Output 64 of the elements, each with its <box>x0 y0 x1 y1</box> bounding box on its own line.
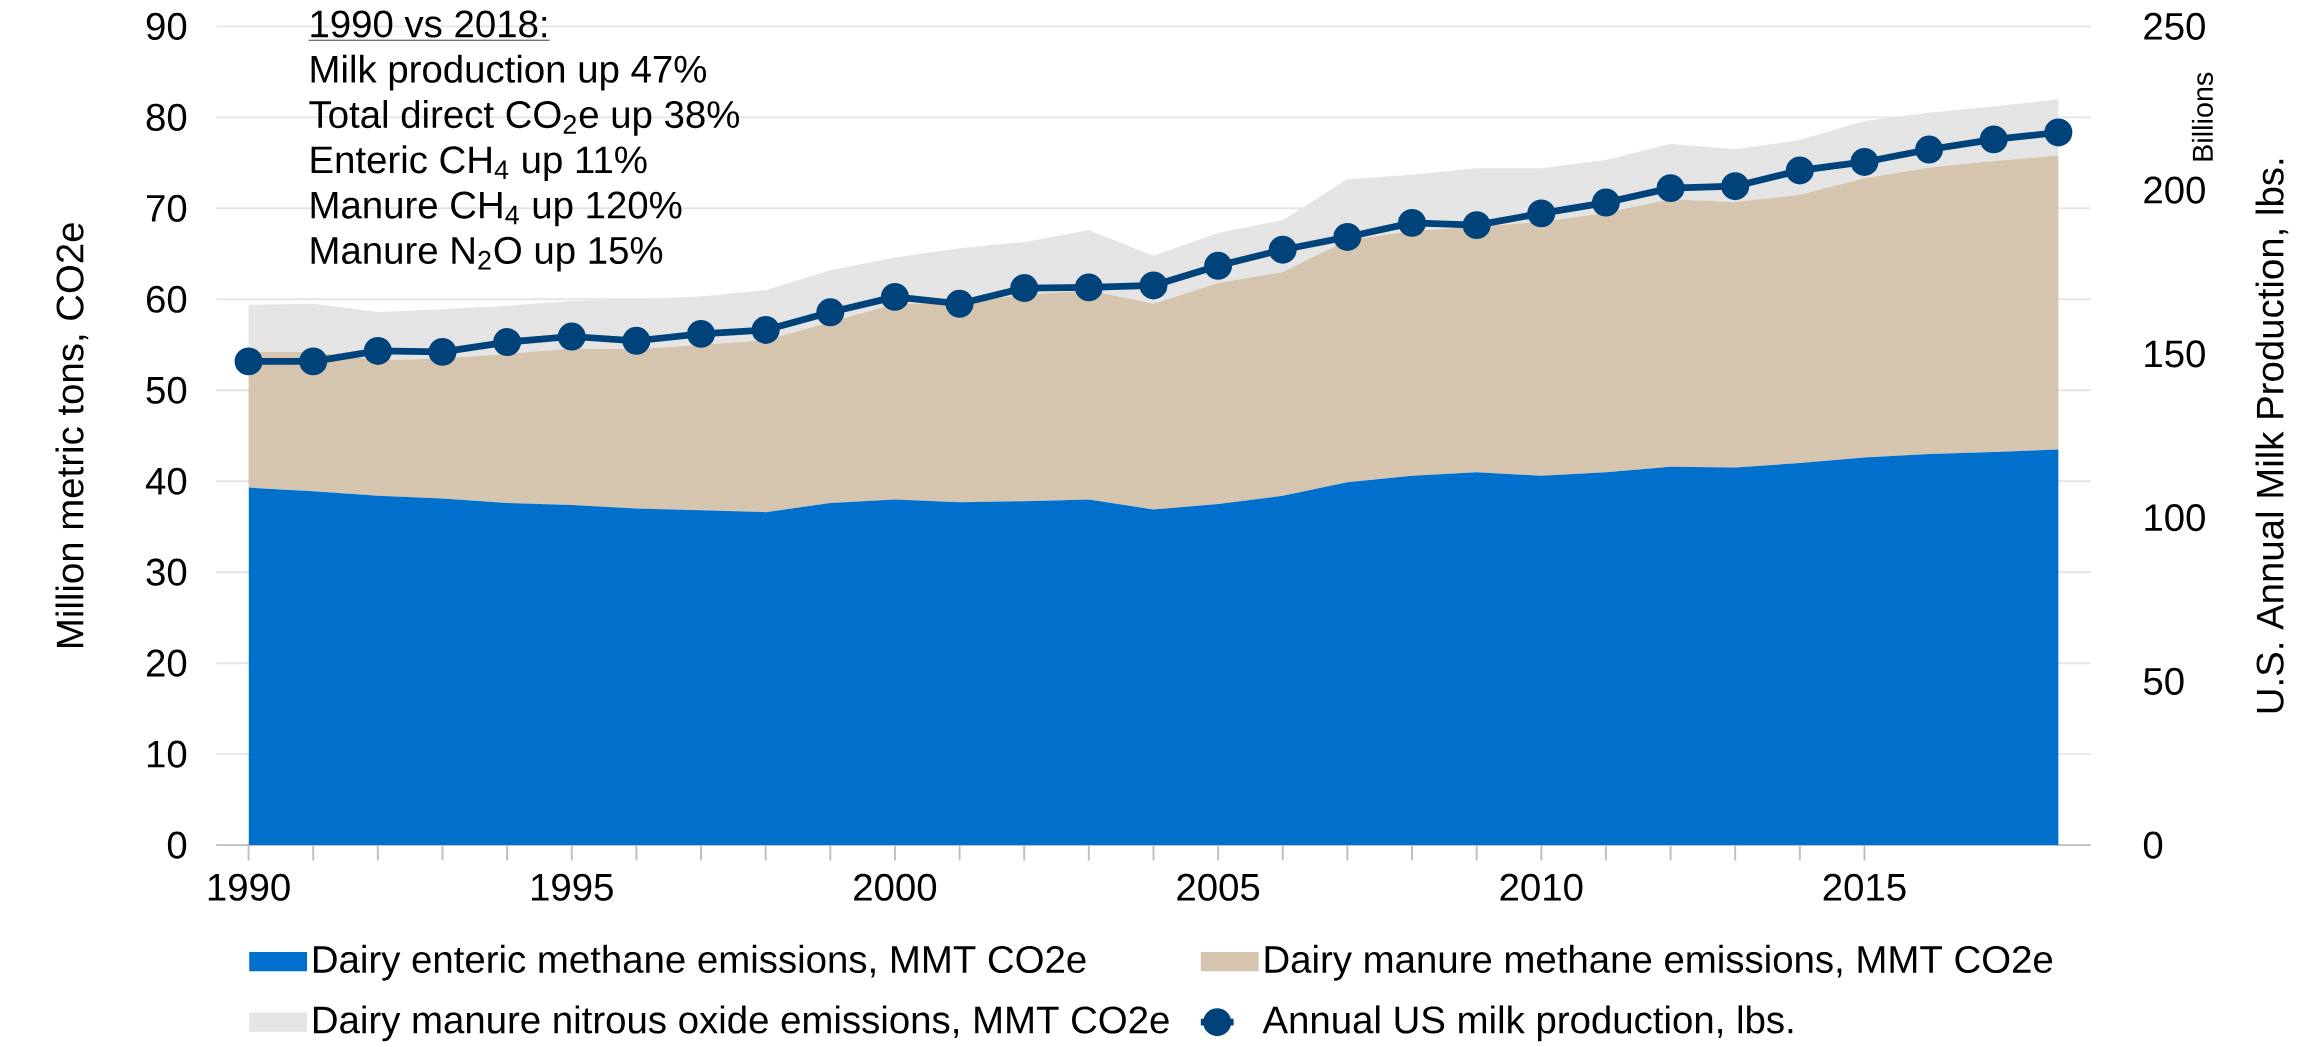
y-tick-label: 90 <box>146 13 187 41</box>
y-tick-label: 40 <box>145 467 187 495</box>
y-tick-label: 10 <box>147 740 187 768</box>
x-tick-label: 2005 <box>1177 873 1260 902</box>
point <box>363 337 392 366</box>
point <box>1850 148 1879 177</box>
legend-label: Dairy manure nitrous oxide emissions, MMT CO2e <box>314 1005 1169 1042</box>
point <box>1139 271 1168 300</box>
point <box>1010 274 1039 303</box>
annotation: Milk production up 47% <box>311 54 706 91</box>
y-tick-label: 70 <box>146 194 187 223</box>
y-tick-label: 60 <box>146 285 187 314</box>
y2-tick-label: 0 <box>2143 831 2163 859</box>
point <box>880 283 909 312</box>
annotation: Enteric CH$_{4}$ up 11% <box>311 145 647 182</box>
point <box>1785 156 1814 185</box>
y2-tick-label: 250 <box>2144 12 2205 41</box>
y2-tick-label: 200 <box>2144 176 2205 204</box>
point <box>1398 209 1426 238</box>
point <box>1268 235 1297 264</box>
point <box>493 328 522 357</box>
point <box>1656 174 1685 203</box>
point <box>1979 125 2008 154</box>
x-tick-label: 2010 <box>1500 873 1583 902</box>
y-tick-label: 30 <box>146 558 187 586</box>
point <box>1591 188 1620 217</box>
point <box>945 289 974 318</box>
point <box>622 326 651 355</box>
y2-tick-label: 50 <box>2143 667 2184 696</box>
point <box>1074 273 1103 302</box>
point <box>687 320 715 349</box>
point <box>2044 118 2073 147</box>
point <box>1462 211 1491 240</box>
y-axis-title: Million metric tons, CO2e <box>55 223 89 648</box>
text: Billions <box>2191 72 2213 161</box>
legend-label: Dairy enteric methane emissions, MMT CO2e <box>314 945 1086 981</box>
x-tick-label: 1990 <box>208 873 290 902</box>
y-tick-label: 80 <box>146 103 187 132</box>
point <box>234 347 263 376</box>
y-tick-label: 20 <box>146 649 187 677</box>
point <box>1527 199 1556 228</box>
point <box>1915 135 1944 164</box>
point <box>1721 172 1750 201</box>
point <box>1204 251 1233 280</box>
x-tick-label: 2015 <box>1823 873 1906 902</box>
legend-label: Dairy manure methane emissions, MMT CO2e <box>1265 945 2053 981</box>
point <box>1333 223 1362 252</box>
y2-tick-label: 100 <box>2145 504 2205 532</box>
y-tick-label: 0 <box>167 831 187 859</box>
x-tick-label: 2000 <box>854 873 937 902</box>
point <box>299 347 328 376</box>
point <box>816 298 845 327</box>
point <box>428 338 457 367</box>
annotation: 1990 vs 2018: <box>311 10 547 38</box>
point <box>557 322 586 351</box>
legend-label: Annual US milk production, lbs. <box>1262 1005 1793 1042</box>
annotation: Manure CH$_{4}$ up 120% <box>311 191 682 227</box>
point <box>751 316 780 345</box>
y2-tick-label: 150 <box>2145 340 2205 368</box>
x-tick-label: 1995 <box>531 873 613 902</box>
y-tick-label: 50 <box>146 376 187 405</box>
annotation: Manure N$_{2}$O up 15% <box>311 237 663 272</box>
y2-axis-title: U.S. Annual Milk Production, lbs. <box>2255 160 2289 713</box>
annotation: Total direct CO$_{2}$e up 38% <box>309 100 739 136</box>
